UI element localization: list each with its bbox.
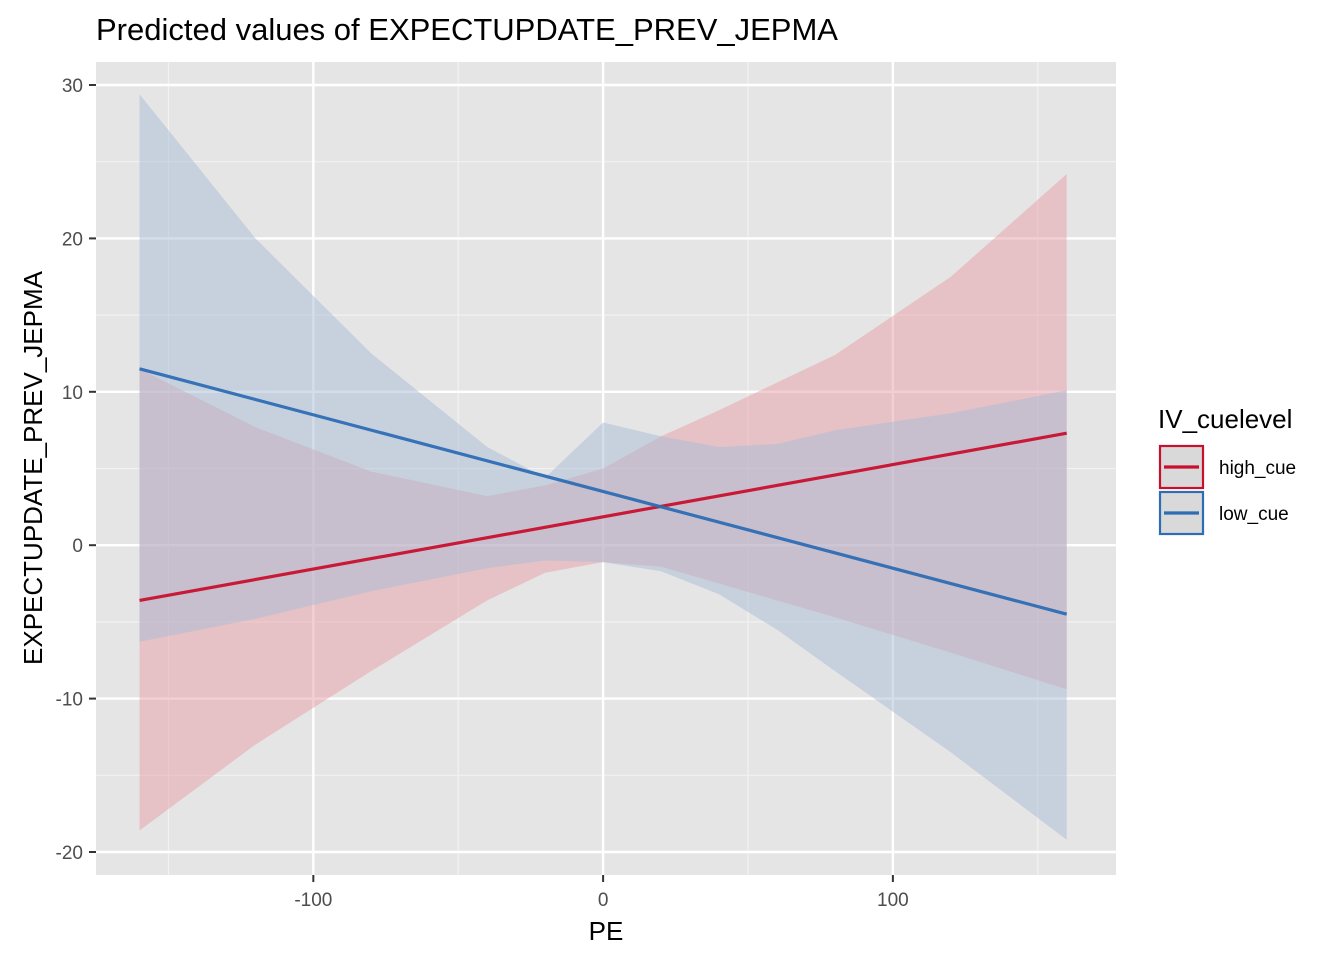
y-tick-label: -10	[56, 690, 83, 711]
line-high-cue	[139, 431, 1067, 602]
x-tick-label: 0	[598, 890, 609, 911]
y-tick-label: 30	[62, 76, 83, 97]
line-low-cue	[139, 367, 1068, 616]
ribbon-low-cue	[139, 94, 1067, 840]
series-lines	[139, 367, 1068, 616]
legend: IV_cuelevel high_cue low_cue	[1158, 404, 1296, 536]
y-tick-label: -20	[56, 843, 83, 864]
legend-items: high_cue low_cue	[1158, 444, 1296, 536]
y-tick-label: 0	[72, 536, 83, 557]
x-axis-ticks: -100 0 100	[294, 875, 909, 911]
chart-title: Predicted values of EXPECTUPDATE_PREV_JE…	[96, 12, 838, 47]
y-axis-ticks: -20 -10 0 10 20 30	[56, 76, 96, 864]
x-axis-title: PE	[589, 916, 624, 946]
x-tick-label: -100	[294, 890, 332, 911]
legend-title: IV_cuelevel	[1158, 404, 1292, 434]
y-tick-label: 20	[62, 229, 83, 250]
y-tick-label: 10	[62, 383, 83, 404]
legend-label-low-cue: low_cue	[1219, 504, 1289, 525]
confidence-ribbons	[139, 94, 1067, 840]
legend-label-high-cue: high_cue	[1219, 458, 1296, 479]
y-axis-title: EXPECTUPDATE_PREV_JEPMA	[18, 270, 48, 665]
x-tick-label: 100	[877, 890, 909, 911]
